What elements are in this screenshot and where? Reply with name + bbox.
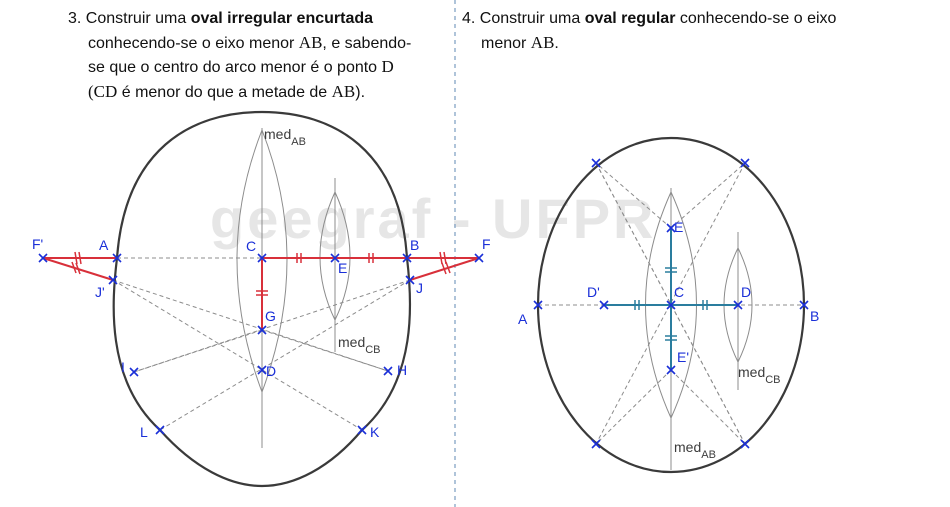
instruction-3-line3-a: se que o centro do arco menor é o ponto — [88, 59, 382, 76]
label-b-right: B — [810, 308, 819, 324]
instruction-3-line4-math2: AB — [331, 81, 356, 101]
point-c-marker — [666, 300, 676, 310]
point-tr-marker — [740, 158, 750, 168]
label-j: J — [416, 280, 423, 296]
point-j-marker — [405, 275, 415, 285]
label-med-cb-right: medCB — [738, 364, 781, 386]
point-d-marker — [257, 365, 267, 375]
left-arc-medab-2 — [261, 129, 288, 393]
instruction-4-prefix: Construir uma — [479, 10, 585, 27]
instruction-3-line3-math: D — [381, 57, 394, 76]
left-red-segments — [42, 257, 480, 330]
label-e-right: E — [674, 219, 683, 235]
point-k-marker — [357, 425, 367, 435]
point-g-marker — [257, 325, 267, 335]
point-e-prime-marker — [666, 365, 676, 375]
instruction-4-line2-a: menor — [481, 34, 531, 52]
instruction-4: 4. Construir uma oval regular conhecendo… — [462, 7, 922, 55]
watermark: geegraf - UFPR — [210, 187, 657, 250]
point-l-marker — [155, 425, 165, 435]
point-tl-marker — [591, 158, 601, 168]
instruction-3-line2-math: AB — [298, 32, 323, 52]
point-br-marker — [740, 439, 750, 449]
label-i: I — [121, 359, 125, 375]
point-f-prime-marker — [38, 253, 48, 263]
label-f-prime: F' — [32, 236, 43, 252]
left-tick-marks — [71, 251, 451, 296]
label-d-right: D — [741, 284, 751, 300]
point-j-prime-marker — [108, 275, 118, 285]
label-d: D — [266, 363, 276, 379]
instruction-3-bold: oval irregular encurtada — [190, 10, 374, 27]
point-e-marker — [330, 253, 340, 263]
right-construction-lines — [538, 162, 804, 445]
point-c-marker — [257, 253, 267, 263]
instruction-4-bold: oval regular — [584, 10, 676, 27]
left-diagram: F' A J' C E B F J G I D H L K medAB medC… — [32, 110, 491, 488]
point-a-marker — [112, 253, 122, 263]
point-d-marker — [733, 300, 743, 310]
instruction-3-line2-b: , e sabendo- — [322, 34, 412, 52]
label-d-prime-right: D' — [587, 284, 600, 300]
point-a-marker — [533, 300, 543, 310]
point-e-marker — [666, 223, 676, 233]
label-h: H — [397, 362, 407, 378]
left-points — [38, 253, 484, 435]
instruction-3: 3. Construir uma oval irregular encurtad… — [68, 7, 458, 104]
instruction-4-suffix: conhecendo-se o eixo — [675, 10, 837, 27]
instruction-3-line4-b: ). — [355, 83, 366, 101]
instruction-3-prefix: Construir uma — [85, 10, 191, 27]
point-b-marker — [799, 300, 809, 310]
instruction-4-line2-math: AB — [530, 32, 555, 52]
point-i-marker — [129, 367, 139, 377]
instruction-3-line4-a: é menor do que a metade de — [117, 83, 332, 101]
label-med-cb-left: medCB — [338, 334, 381, 356]
instruction-4-line2-b: . — [554, 34, 559, 52]
label-b: B — [410, 237, 419, 253]
label-c-right: C — [674, 284, 684, 300]
point-f-marker — [474, 253, 484, 263]
instruction-4-number: 4. — [462, 10, 476, 27]
instruction-3-line4-math1: (CD — [88, 81, 118, 101]
instruction-3-number: 3. — [68, 10, 82, 27]
label-c: C — [246, 238, 256, 254]
instruction-3-line2-a: conhecendo-se o eixo menor — [88, 34, 299, 52]
right-diagram: A D' C D B E E' medAB medCB — [518, 136, 819, 474]
label-j-prime: J' — [95, 284, 105, 300]
label-e: E — [338, 260, 347, 276]
right-tick-marks — [634, 267, 708, 341]
left-arc-medab-1 — [236, 129, 263, 393]
label-f: F — [482, 236, 491, 252]
label-med-ab-right: medAB — [674, 439, 716, 461]
label-k: K — [370, 424, 380, 440]
label-med-ab-left: medAB — [264, 126, 306, 148]
label-e-prime-right: E' — [677, 349, 689, 365]
label-a-right: A — [518, 311, 528, 327]
label-l: L — [140, 424, 148, 440]
label-a: A — [99, 237, 109, 253]
point-b-marker — [402, 253, 412, 263]
label-g: G — [265, 308, 276, 324]
point-h-marker — [383, 366, 393, 376]
right-points — [533, 158, 809, 449]
point-d-prime-marker — [599, 300, 609, 310]
point-bl-marker — [591, 439, 601, 449]
